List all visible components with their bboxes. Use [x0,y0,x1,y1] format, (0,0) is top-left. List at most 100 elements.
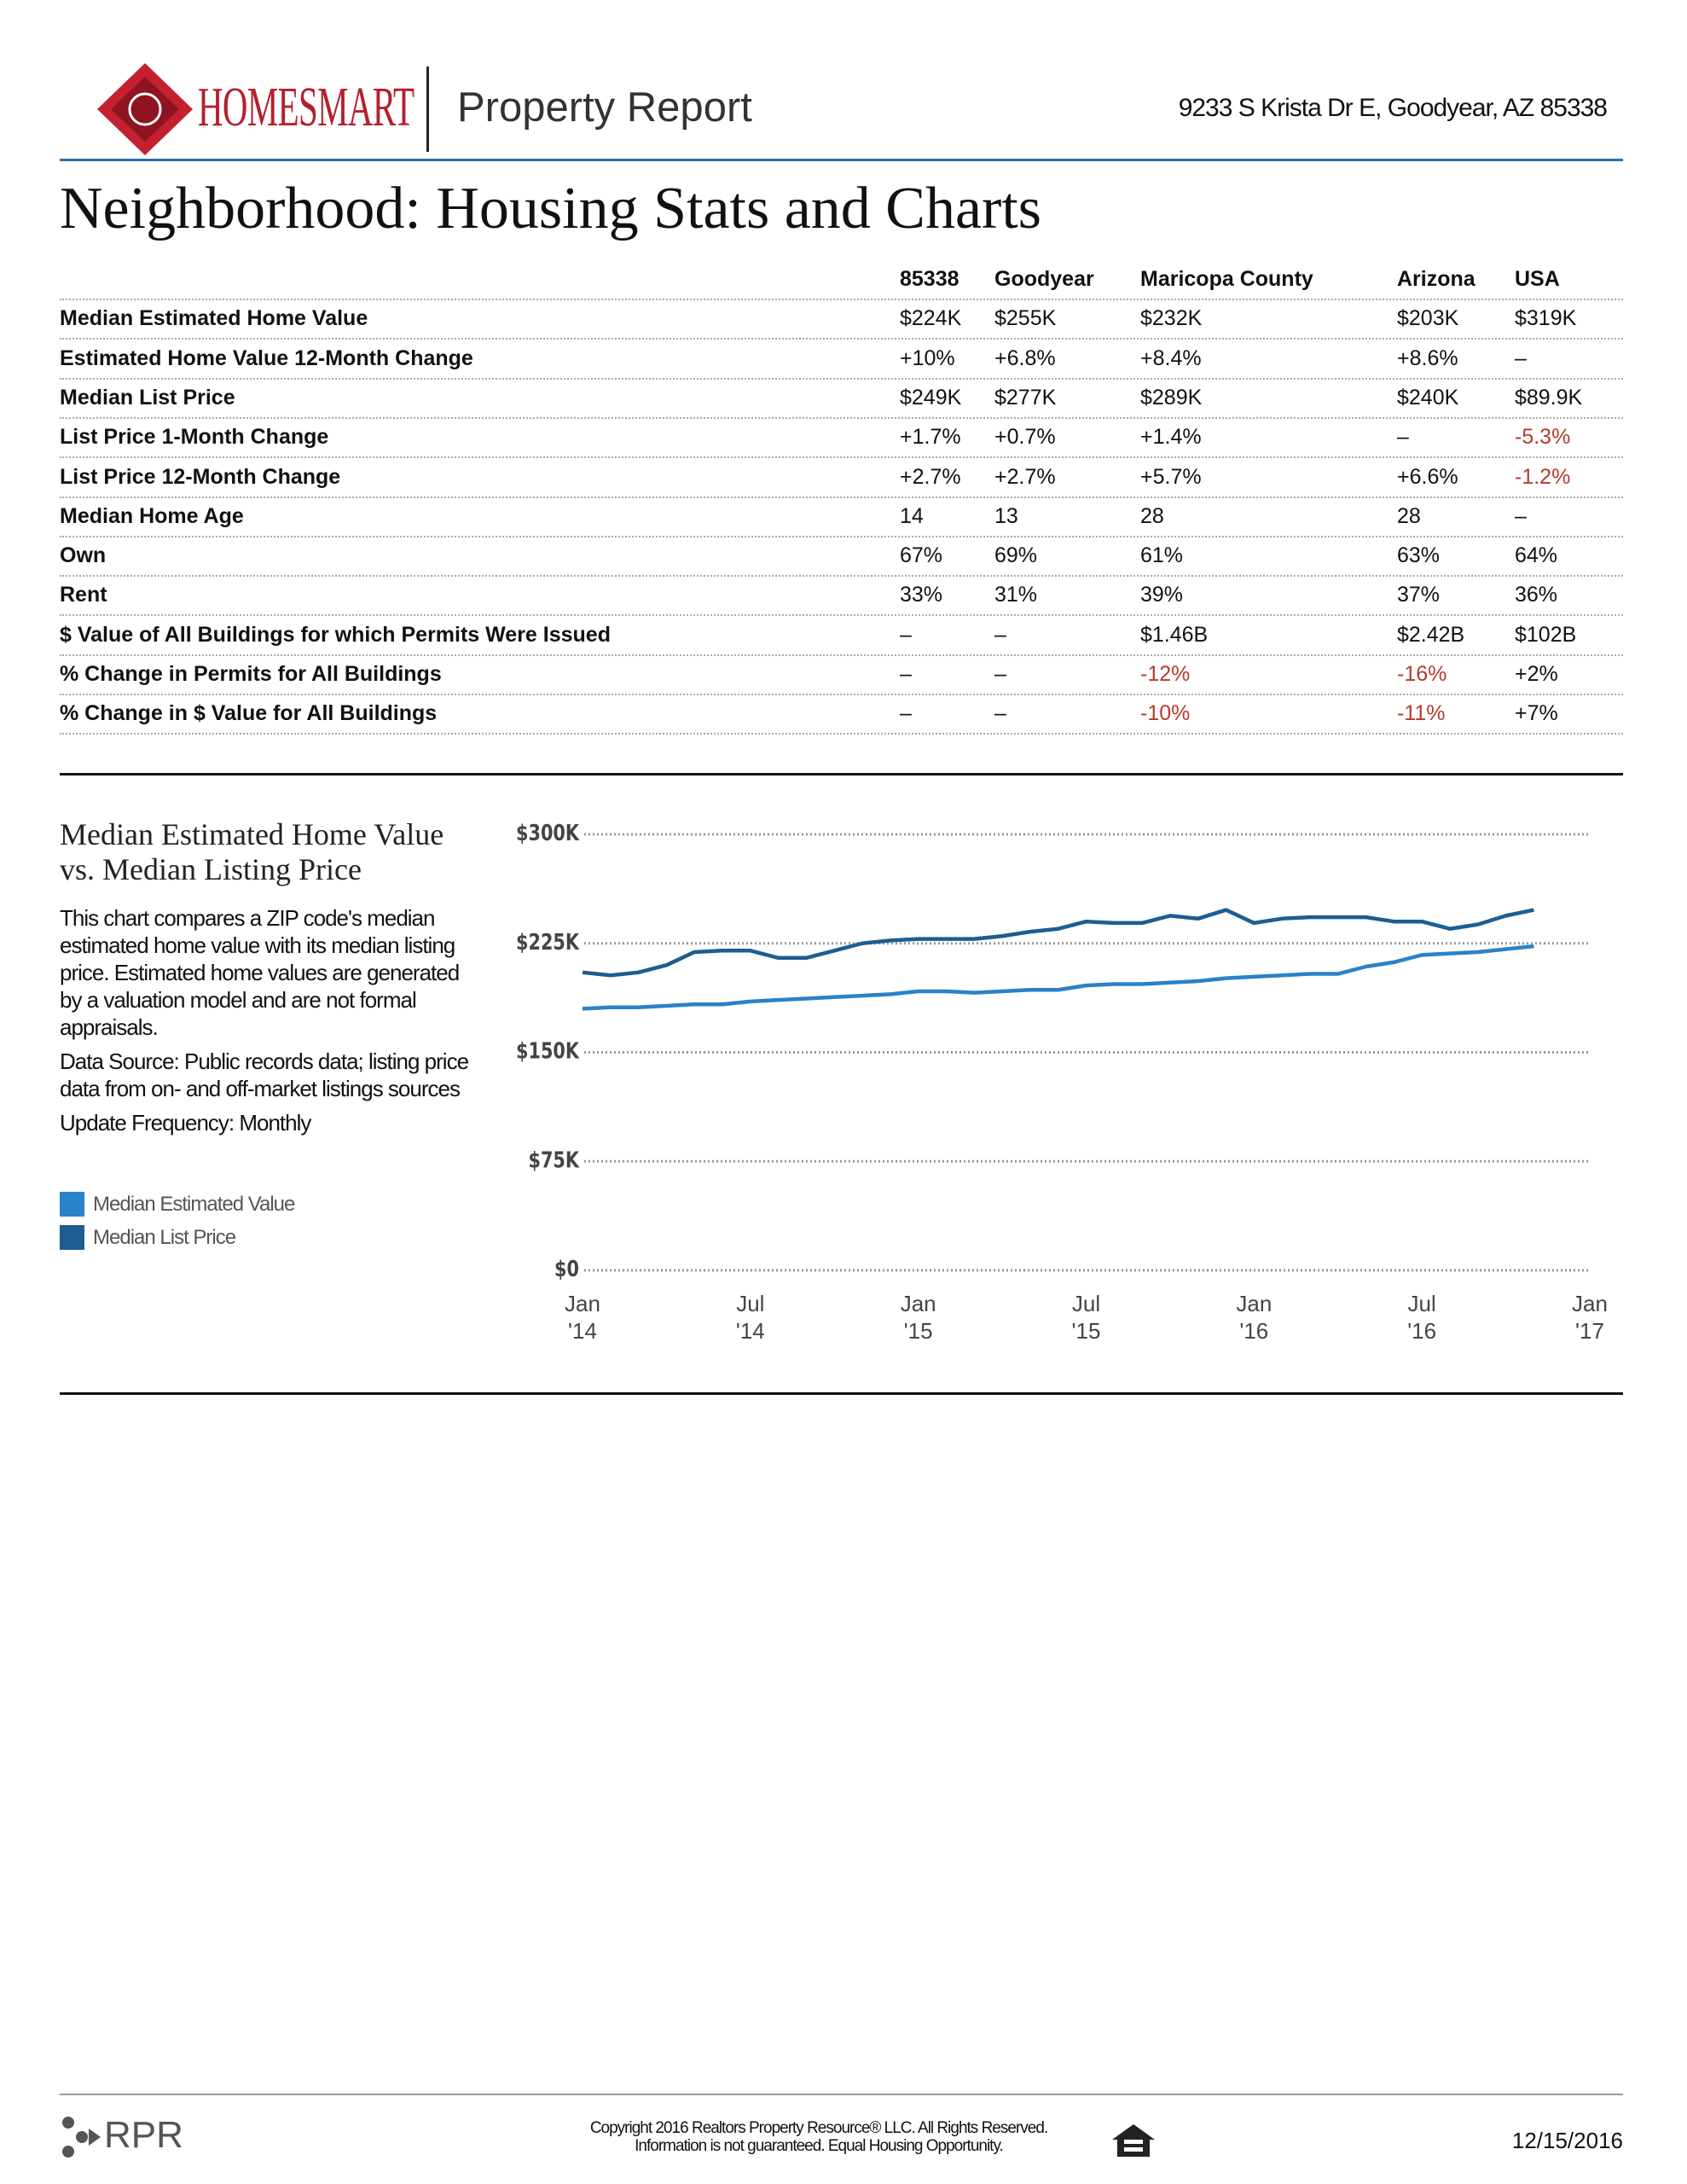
cell: 69% [994,543,1038,568]
y-tick-label: $225K [516,929,580,956]
row-divider [60,416,1623,419]
cell: $203K [1397,306,1459,331]
cell: 36% [1515,583,1558,607]
column-header: USA [1515,267,1560,291]
brand-icon [97,63,193,155]
cell: – [900,701,912,726]
row-label: % Change in $ Value for All Buildings [60,701,438,726]
chart-title: Median Estimated Home Value vs. Median L… [60,817,444,886]
cell: +1.7% [900,425,961,450]
y-tick-label: $75K [528,1147,579,1173]
legend-label: Median List Price [93,1225,236,1249]
legend-item: Median Estimated Value [60,1188,295,1221]
emblem [128,92,162,126]
legend-item: Median List Price [60,1221,294,1254]
cell: $319K [1515,306,1577,331]
copyright: Copyright 2016 Realtors Property Resourc… [478,2119,1160,2155]
cell: +6.6% [1397,464,1458,489]
cell: – [900,662,912,686]
cell: +1.4% [1140,425,1202,450]
cell: -10% [1140,701,1191,726]
footer-rule [60,2094,1623,2095]
row-label: List Price 12-Month Change [60,464,341,489]
cell: $89.9K [1515,385,1583,410]
cell: 33% [900,583,943,607]
y-tick-label: $300K [516,820,580,846]
cell: $240K [1397,385,1459,410]
cell: +5.7% [1140,464,1202,489]
disclaimer: Information is not guaranteed. Equal Hou… [635,2137,1004,2155]
row-divider [60,535,1623,537]
cell: $1.46B [1140,622,1209,647]
row-label: Estimated Home Value 12-Month Change [60,346,473,370]
cell: $249K [900,385,962,410]
cell: 39% [1140,583,1184,607]
description-paragraph: Update Frequency: Monthly [60,1110,311,1136]
plot: $0 $75K $150K $225K $300K [516,820,1590,1282]
address: 9233 S Krista Dr E, Goodyear, AZ 85338 [1178,94,1608,122]
column-header: Arizona [1397,267,1475,291]
legend-swatch [60,1225,84,1250]
cell: $277K [994,385,1057,410]
column-header: Goodyear [994,267,1094,291]
rpr-logo: RPR [104,2114,183,2156]
date: 12/15/2016 [1511,2128,1623,2153]
column-header: Maricopa County [1140,267,1313,291]
cell: 28 [1140,503,1164,528]
cell: 13 [994,503,1018,528]
row-divider [60,338,1623,340]
legend-label: Median Estimated Value [93,1192,295,1216]
row-label: List Price 1-Month Change [60,425,329,450]
row-label: Median Estimated Home Value [60,306,368,331]
x-tick-label: Jul '15 [1071,1291,1101,1344]
y-tick-label: $150K [516,1037,580,1064]
brand: HOMESMART [198,76,415,138]
cell: $255K [994,306,1057,331]
cell: 67% [900,543,943,568]
cell: $289K [1140,385,1203,410]
chart-description: This chart compares a ZIP code's median … [60,904,469,1143]
description-paragraph: Data Source: Public records data; listin… [60,1048,469,1101]
cell: +2% [1515,662,1558,686]
cell: 31% [994,583,1038,607]
row-divider [60,456,1623,459]
report-title: Property Report [457,84,752,131]
column-header: 85338 [900,267,959,291]
cell: -11% [1397,701,1446,726]
cell: – [1515,346,1527,370]
x-tick-label: Jul '16 [1407,1291,1437,1344]
page-title: Neighborhood: Housing Stats and Charts [60,176,1042,241]
row-divider [60,575,1623,578]
cell: $2.42B [1397,622,1465,647]
cell: – [900,622,912,647]
row-label: Median List Price [60,385,235,410]
row-label: $ Value of All Buildings for which Permi… [60,622,611,647]
x-tick-label: Jan '15 [900,1291,936,1344]
cell: +8.6% [1397,346,1458,370]
row-divider [60,653,1623,656]
cell: +2.7% [994,464,1056,489]
x-tick-label: Jan '16 [1236,1291,1272,1344]
copyright-line: Copyright 2016 Realtors Property Resourc… [589,2119,1048,2137]
cell: 37% [1397,583,1441,607]
row-divider [60,733,1623,735]
series-line [582,944,1534,1011]
row-divider [60,496,1623,498]
cell: – [1515,503,1527,528]
description-paragraph: This chart compares a ZIP code's median … [60,905,460,1040]
section-rule [60,773,1623,775]
chart: $0 $75K $150K $225K $300K Jan '14 Jul '14 Jan … [512,802,1620,1365]
cell: +6.8% [994,346,1056,370]
rpr-icon [62,2117,101,2158]
divider [426,67,429,152]
cell: +0.7% [994,425,1056,450]
cell: +2.7% [900,464,961,489]
row-label: Own [60,543,107,568]
x-tick-label: Jan '17 [1572,1291,1608,1344]
x-tick-label: Jan '14 [565,1291,600,1344]
cell: – [994,662,1006,686]
row-divider [60,377,1623,380]
cell: $232K [1140,306,1203,331]
cell: -16% [1397,662,1447,686]
